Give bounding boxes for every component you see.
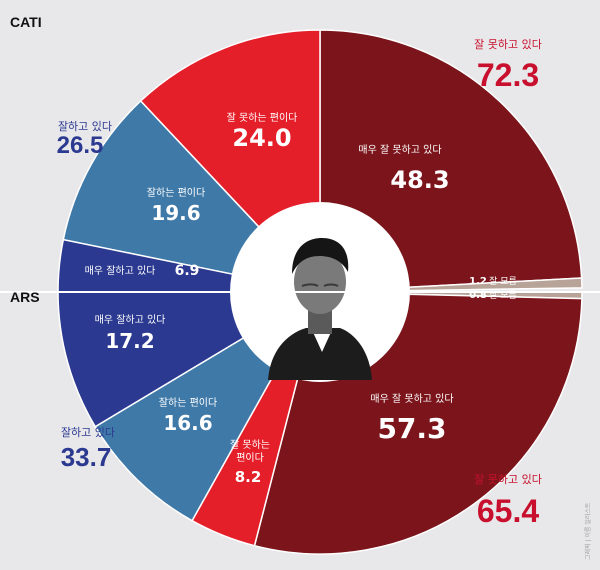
- ars-bad-value: 8.2: [235, 468, 262, 486]
- cati-good-value: 19.6: [151, 201, 200, 225]
- portrait-icon: [268, 238, 372, 380]
- cati-group-label: CATI: [10, 14, 42, 30]
- cati-good-total-label: 잘하고 있다: [58, 119, 112, 133]
- ars-good-total-label: 잘하고 있다: [61, 425, 115, 439]
- credit-text: 그래픽 | 이름 일러스트: [584, 502, 592, 560]
- cati-dk-label: 잘 모름: [489, 275, 517, 287]
- ars-bad-label-line1: 잘 못하는: [230, 438, 270, 451]
- cati-very-good-label: 매우 잘하고 있다: [85, 264, 156, 277]
- cati-bad-value: 24.0: [232, 124, 291, 152]
- ars-bad-total-label: 잘 못하고 있다: [474, 472, 542, 486]
- ars-good-total: 33.7: [61, 442, 112, 472]
- ars-very-good-value: 17.2: [105, 329, 154, 353]
- cati-very-bad-label: 매우 잘 못하고 있다: [358, 143, 441, 156]
- cati-very-bad-value: 48.3: [390, 166, 449, 194]
- cati-bad-label: 잘 못하는 편이다: [227, 111, 298, 124]
- ars-bad-label-line2: 편이다: [236, 452, 264, 464]
- ars-dk-label: 잘 모름: [489, 289, 517, 301]
- ars-very-good-label: 매우 잘하고 있다: [95, 313, 166, 326]
- cati-bad-total-label: 잘 못하고 있다: [474, 37, 542, 51]
- cati-very-good-value: 6.9: [175, 263, 200, 279]
- ars-group-label: ARS: [10, 289, 40, 305]
- ars-good-value: 16.6: [163, 411, 212, 435]
- slice-layer: [57, 29, 583, 555]
- ars-very-bad-label: 매우 잘 못하고 있다: [370, 392, 453, 405]
- ars-dk-value: 0.8: [469, 290, 487, 301]
- cati-bad-total: 72.3: [477, 57, 539, 93]
- cati-good-total: 26.5: [57, 132, 104, 159]
- ars-very-bad-value: 57.3: [377, 412, 446, 445]
- cati-dk-value: 1.2: [469, 276, 487, 287]
- ars-bad-total: 65.4: [477, 493, 539, 529]
- cati-good-label: 잘하는 편이다: [147, 186, 205, 199]
- ars-good-label: 잘하는 편이다: [159, 396, 217, 409]
